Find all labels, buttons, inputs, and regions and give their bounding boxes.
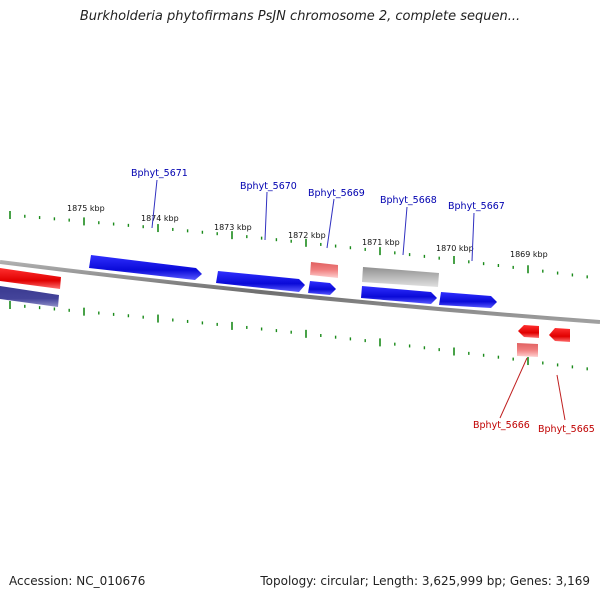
gene-label-bphyt-5671[interactable]: Bphyt_5671	[131, 168, 188, 179]
kbp-label: 1875 kbp	[67, 204, 105, 213]
gene-arrow-bphyt-5667[interactable]	[439, 292, 497, 308]
kbp-scale: 1875 kbp 1874 kbp 1873 kbp 1872 kbp 1871…	[67, 204, 548, 259]
gene-arrow-bphyt-5670[interactable]	[216, 271, 305, 292]
gene-label-bphyt-5666[interactable]: Bphyt_5666	[473, 420, 530, 431]
accession-text: Accession: NC_010676	[9, 574, 146, 588]
kbp-label: 1872 kbp	[288, 231, 326, 240]
tick-track-top	[9, 211, 588, 279]
forward-gene-labels: Bphyt_5671 Bphyt_5670 Bphyt_5669 Bphyt_5…	[131, 168, 505, 262]
gene-arrow-bphyt-5668[interactable]	[361, 286, 437, 304]
feature-bar-pink-lower[interactable]	[517, 343, 538, 357]
kbp-label: 1871 kbp	[362, 238, 400, 247]
gene-arrow-bphyt-5669[interactable]	[308, 281, 336, 295]
gene-bar-offscreen-navy[interactable]	[0, 286, 59, 307]
gene-label-bphyt-5667[interactable]: Bphyt_5667	[448, 201, 505, 212]
leader-line	[326, 198, 335, 249]
reverse-strand-genes	[517, 325, 570, 357]
gene-arrow-bphyt-5666[interactable]	[518, 325, 539, 338]
gene-label-bphyt-5670[interactable]: Bphyt_5670	[240, 181, 297, 192]
gene-label-bphyt-5668[interactable]: Bphyt_5668	[380, 195, 437, 206]
kbp-label: 1873 kbp	[214, 223, 252, 232]
kbp-label: 1869 kbp	[510, 250, 548, 259]
feature-bar-pink[interactable]	[310, 262, 338, 278]
gene-label-bphyt-5669[interactable]: Bphyt_5669	[308, 188, 365, 199]
other-features	[0, 262, 439, 307]
map-title: Burkholderia phytofirmans PsJN chromosom…	[79, 9, 521, 24]
leader-line	[556, 374, 566, 421]
feature-bar-gray[interactable]	[362, 267, 439, 287]
leader-line	[471, 212, 475, 262]
gene-arrow-bphyt-5665[interactable]	[549, 328, 570, 342]
tick-track-bottom	[9, 301, 588, 371]
leader-line	[264, 191, 268, 241]
topology-text: Topology: circular; Length: 3,625,999 bp…	[260, 574, 590, 588]
leader-line	[499, 357, 528, 419]
gene-label-bphyt-5665[interactable]: Bphyt_5665	[538, 424, 595, 435]
kbp-label: 1870 kbp	[436, 244, 474, 253]
gene-arrow-offscreen-red[interactable]	[0, 268, 61, 289]
chromosome-backbone	[0, 260, 600, 324]
leader-line	[151, 179, 158, 229]
kbp-label: 1874 kbp	[141, 214, 179, 223]
gene-arrow-bphyt-5671[interactable]	[89, 255, 202, 280]
reverse-gene-labels: Bphyt_5666 Bphyt_5665	[473, 357, 595, 435]
leader-line	[402, 206, 408, 256]
forward-strand-genes	[89, 255, 497, 308]
